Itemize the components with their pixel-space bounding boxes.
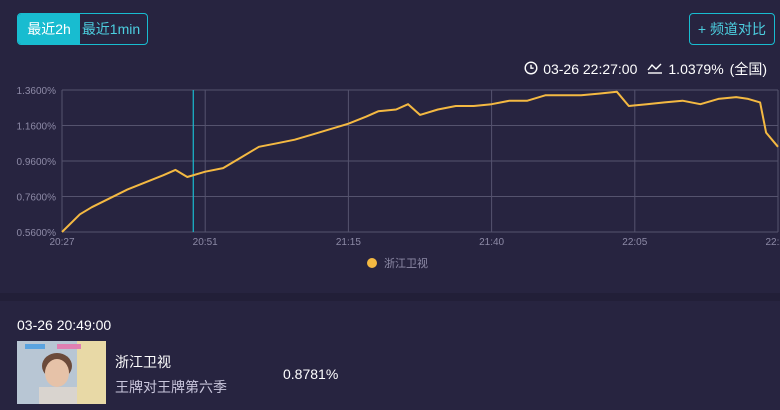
section-divider (0, 293, 780, 301)
x-tick-label: 22:27 (765, 237, 780, 248)
selected-channel: 浙江卫视 (115, 354, 171, 370)
current-rating: 1.0379% (668, 61, 724, 77)
selected-program: 王牌对王牌第六季 (115, 379, 227, 395)
selected-time: 03-26 20:49:00 (17, 317, 112, 333)
tab-last-2h[interactable]: 最近2h (18, 14, 80, 44)
x-tick-label: 22:05 (622, 237, 647, 248)
y-tick-label: 0.5600% (17, 228, 57, 239)
channel-compare-button[interactable]: + 频道对比 (688, 13, 775, 45)
series-line-zhejiang (61, 90, 779, 233)
y-tick-label: 0.7600% (17, 193, 57, 204)
rating-scope: (全国) (729, 61, 767, 77)
current-time: 03-26 22:27:00 (543, 61, 638, 77)
clock-icon (524, 60, 538, 78)
x-tick-label: 21:40 (479, 237, 504, 248)
trend-icon (647, 61, 663, 77)
selected-rating: 0.8781% (283, 366, 339, 382)
rating-line-chart[interactable]: 1.3600% 1.1600% 0.9600% 0.7600% 0.5600%20:27… (0, 80, 780, 280)
program-thumbnail (17, 341, 106, 404)
x-tick-label: 20:51 (193, 237, 218, 248)
x-tick-label: 20:27 (49, 237, 74, 248)
y-tick-label: 1.1600% (17, 122, 57, 133)
y-tick-label: 1.3600% (17, 86, 57, 97)
legend-label: 浙江卫视 (384, 256, 428, 270)
time-range-tabs: 最近2h 最近1min (17, 13, 148, 45)
current-info: 03-26 22:27:00 1.0379% (全国) (524, 59, 767, 79)
y-tick-label: 0.9600% (17, 157, 57, 168)
x-tick-label: 21:15 (336, 237, 361, 248)
legend-marker (367, 258, 377, 268)
tab-last-1min[interactable]: 最近1min (81, 21, 141, 37)
